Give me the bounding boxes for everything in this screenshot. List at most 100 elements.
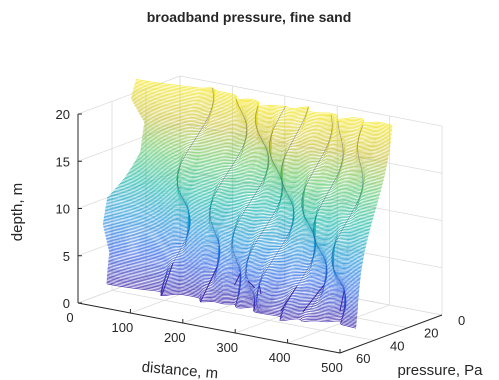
mesh-spike [258,285,262,295]
x-tick-label: 200 [164,330,186,345]
mesh-spike [234,273,241,286]
mesh-contour-line [136,79,393,126]
y-tick-label: 60 [356,351,370,366]
grid-line [130,274,233,314]
grid-line [77,75,181,115]
mesh-contour-line [130,98,391,146]
z-tick-label: 5 [63,249,70,264]
mesh-ridge-line [161,87,214,296]
mesh-ridge-line [310,121,344,310]
mesh-contour-line [107,243,360,293]
mesh-contour-line [135,159,377,208]
grid-line [111,289,375,341]
mesh-contour-line [141,140,383,186]
axis-line [339,314,443,354]
mesh-contour-line [131,97,391,145]
x-tick-label: 400 [269,350,291,365]
y-tick-label: 0 [458,313,465,328]
mesh-contour-line [119,183,369,235]
mesh-contour-line [103,218,362,270]
mesh-contour-line [141,117,388,162]
mesh-contour-line [136,158,377,207]
mesh-contour-line [141,141,383,187]
mesh-contour-line [142,137,384,183]
mesh-contour-line [102,224,362,276]
x-tick-label: 100 [112,320,134,335]
mesh-contour-line [104,233,361,283]
mesh-ridge-line [331,124,364,310]
x-tick-label: 500 [321,360,343,375]
mesh-contour-line [110,193,367,246]
mesh-contour-line [122,179,371,231]
mesh-contour-line [116,186,368,239]
y-axis-label: pressure, Pa [397,362,483,379]
mesh-contour-line [143,129,386,175]
mesh-contour-line [132,164,375,214]
chart-title: broadband pressure, fine sand [147,9,352,25]
y-tick-label: 20 [424,326,438,341]
mesh-ridge-line [257,106,309,296]
mesh-contour-line [124,177,371,229]
mesh-contour-line [143,127,386,172]
mesh-contour-line [127,172,372,224]
mesh-contour-line [135,81,393,129]
mesh-contour-line [142,136,384,181]
mesh-contour-line [137,109,389,155]
mesh-contour-line [109,194,366,247]
mesh-contour-line [108,248,359,296]
mesh-spike [302,284,325,313]
mesh-spike [339,290,345,312]
mesh-contour-line [106,240,360,290]
mesh-contour-line [124,176,371,228]
mesh-contour-line [128,171,373,222]
mesh-contour-line [125,175,372,226]
mesh-contour-line [131,166,374,216]
mesh-contour-line [107,273,357,320]
mesh-contour-line [142,132,385,177]
mesh-contour-line [144,123,387,168]
x-axis-label: distance, m [141,359,219,380]
mesh-contour-line [126,174,372,225]
mesh-contour-line [140,115,388,161]
mesh-contour-line [143,120,388,165]
mesh-contour-line [142,131,385,176]
grid-line [179,170,443,221]
grid-line [287,304,390,344]
mesh-contour-line [137,110,389,157]
mesh-contour-line [103,227,361,278]
mesh-contour-line [115,188,368,240]
z-tick-label: 20 [56,107,70,122]
mesh-contour-line [111,192,367,244]
mesh-contour-line [105,237,360,287]
mesh-contour-line [141,138,383,184]
z-tick-label: 0 [63,296,70,311]
mesh-contour-line [120,181,370,233]
axis-line [77,302,341,354]
mesh-contour-line [107,270,358,317]
mesh-spike [280,286,298,312]
mesh-contour-line [134,82,393,130]
mesh-contour-line [133,163,376,212]
mesh-contour-line [143,125,387,170]
mesh-spike [200,267,218,303]
mesh-contour-line [143,124,387,169]
mesh-contour-line [132,165,375,215]
mesh-contour-line [102,222,362,274]
mesh-contour-line [113,190,367,243]
mesh-contour-line [143,128,386,173]
mesh-contour-line [139,114,389,160]
mesh-contour-line [108,249,359,298]
mesh-contour-line [103,225,361,277]
y-tick-label: 40 [390,338,404,353]
mesh-contour-line [132,101,390,149]
mesh-ridge-line [246,106,286,290]
mesh-contour-line [107,272,358,319]
mesh-contour-line [130,168,374,218]
mesh-contour-line [129,169,374,219]
mesh-contour-line [133,103,390,150]
mesh-contour-line [114,189,368,242]
z-axis-label: depth, m [9,183,26,241]
axis-labels: 0 100 200 300 400 500 0 20 40 60 0 5 10 15 20 [56,107,466,375]
mesh-contour-line [134,104,390,151]
